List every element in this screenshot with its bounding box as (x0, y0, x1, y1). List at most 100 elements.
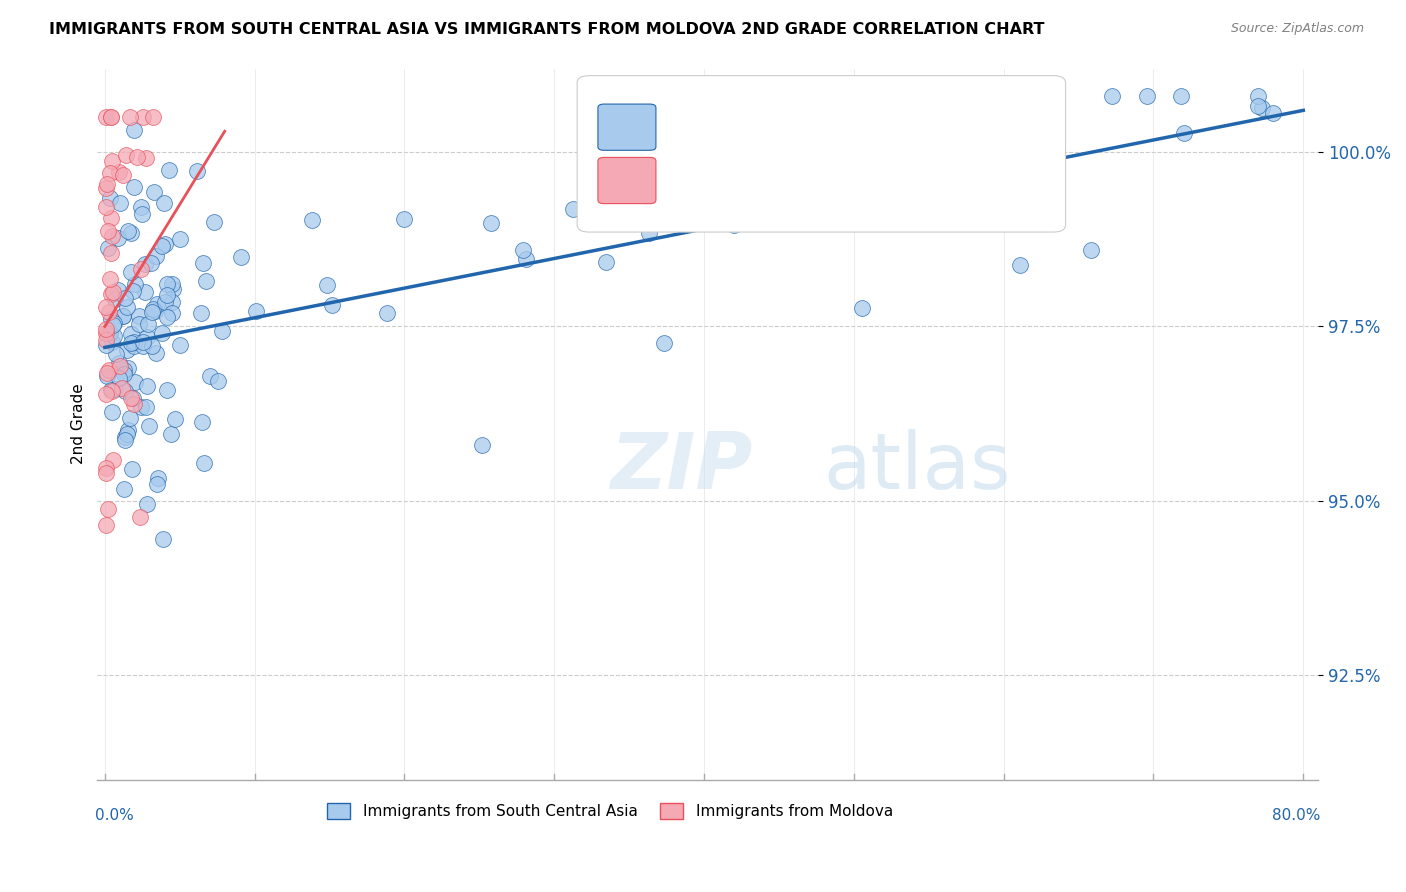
Point (115, 343, 138, 357)
Point (96, 367, 118, 381)
Point (138, 419, 160, 434)
Point (136, 317, 159, 331)
Point (595, 254, 617, 268)
Point (131, 200, 153, 214)
Point (808, 112, 831, 127)
Point (108, 164, 131, 178)
Point (96, 200, 118, 214)
Point (132, 339, 155, 353)
Point (169, 337, 191, 351)
Point (122, 123, 145, 137)
Point (120, 326, 142, 341)
Point (101, 153, 124, 168)
Point (146, 297, 169, 311)
Point (202, 214, 225, 228)
Point (94, 181, 117, 195)
Point (96, 466, 118, 480)
Point (124, 339, 146, 353)
Point (103, 329, 125, 343)
Point (194, 274, 217, 288)
Point (321, 298, 343, 312)
Text: R = 0.422   N = 140: R = 0.422 N = 140 (668, 116, 866, 135)
Point (129, 510, 152, 524)
Point (107, 283, 129, 297)
Point (156, 384, 179, 398)
Point (156, 277, 179, 292)
Point (112, 310, 135, 324)
Point (200, 368, 222, 383)
Point (160, 426, 183, 441)
Point (101, 229, 124, 244)
Point (865, 205, 887, 219)
Point (122, 335, 145, 350)
Text: 0.0%: 0.0% (96, 808, 134, 823)
Point (1247, 89, 1270, 103)
Point (141, 339, 163, 353)
Point (98, 191, 121, 205)
Point (100, 286, 122, 301)
Point (100, 334, 122, 349)
Point (115, 301, 138, 315)
Point (515, 252, 537, 266)
FancyBboxPatch shape (598, 157, 657, 203)
Point (111, 381, 134, 395)
Point (96, 338, 118, 352)
Point (120, 411, 142, 425)
Point (100, 111, 122, 125)
Point (98, 363, 121, 377)
Point (162, 277, 184, 291)
Point (112, 367, 135, 381)
Point (810, 113, 832, 128)
Point (135, 400, 157, 414)
Point (157, 163, 180, 178)
Point (136, 497, 159, 511)
Point (114, 482, 136, 496)
Point (1170, 89, 1192, 103)
Point (146, 470, 169, 484)
Point (1008, 259, 1031, 273)
Point (839, 136, 862, 151)
Point (96, 387, 118, 401)
Point (211, 324, 233, 338)
Point (100, 111, 122, 125)
Point (118, 111, 141, 125)
Point (165, 412, 187, 426)
Point (690, 125, 713, 139)
Point (152, 195, 174, 210)
Point (229, 250, 252, 264)
Text: 80.0%: 80.0% (1272, 808, 1320, 823)
Point (96, 369, 118, 384)
Point (191, 256, 214, 270)
Point (131, 335, 153, 350)
Point (122, 284, 145, 298)
Point (134, 257, 156, 271)
Point (96, 326, 118, 340)
Point (169, 232, 191, 246)
Point (96, 177, 118, 191)
Point (1247, 99, 1270, 113)
Point (152, 326, 174, 340)
Point (125, 150, 148, 164)
Point (207, 374, 229, 388)
Point (744, 134, 766, 148)
Point (114, 292, 136, 306)
Point (1136, 89, 1159, 103)
Point (104, 382, 127, 396)
Point (115, 427, 138, 442)
Point (124, 375, 146, 389)
Point (112, 168, 135, 182)
Point (122, 179, 145, 194)
Y-axis label: 2nd Grade: 2nd Grade (72, 384, 86, 465)
Point (97, 502, 120, 516)
Point (129, 401, 152, 415)
Point (115, 148, 138, 162)
Point (98, 305, 121, 319)
Point (155, 288, 177, 302)
Point (108, 359, 131, 373)
Text: IMMIGRANTS FROM SOUTH CENTRAL ASIA VS IMMIGRANTS FROM MOLDOVA 2ND GRADE CORRELAT: IMMIGRANTS FROM SOUTH CENTRAL ASIA VS IM… (49, 22, 1045, 37)
Point (111, 309, 134, 323)
Point (160, 294, 183, 309)
Point (112, 363, 135, 377)
Point (143, 185, 166, 199)
Point (96, 300, 118, 314)
